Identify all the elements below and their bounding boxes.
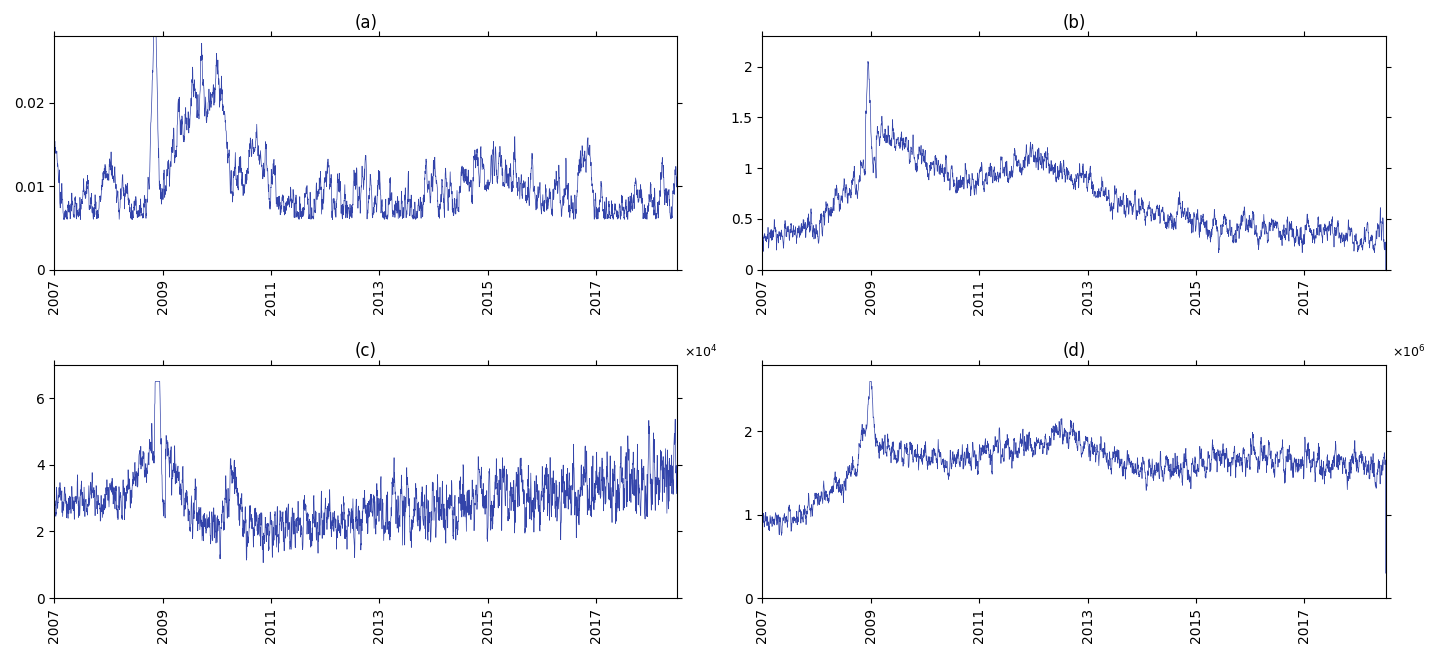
Title: (c): (c)	[355, 342, 377, 361]
Title: (b): (b)	[1063, 14, 1086, 32]
Text: $\times10^6$: $\times10^6$	[1392, 344, 1425, 360]
Title: (d): (d)	[1063, 342, 1086, 361]
Text: $\times10^4$: $\times10^4$	[683, 344, 718, 360]
Title: (a): (a)	[354, 14, 377, 32]
